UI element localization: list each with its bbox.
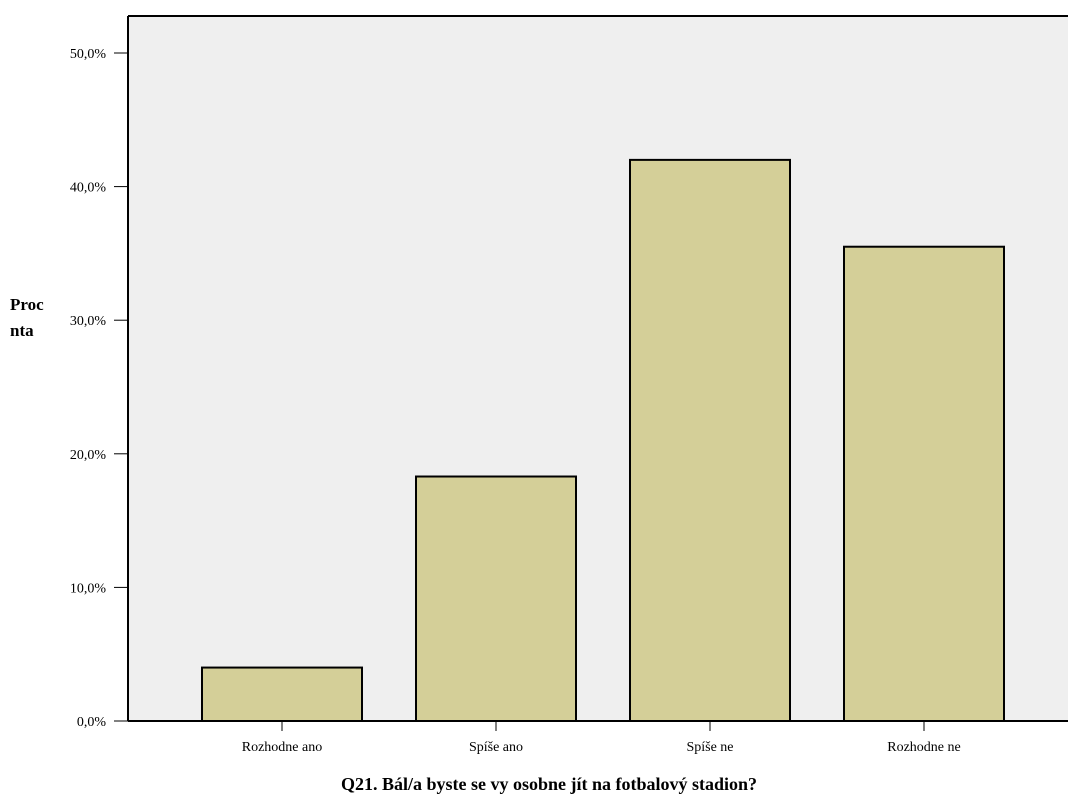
bars-layer [201, 158, 1005, 722]
y-tick-label: 10,0% [70, 581, 107, 596]
x-tick-label: Rozhodne ano [242, 740, 322, 755]
x-tick-label: Spíše ne [686, 740, 733, 755]
x-axis-label: Q21. Bál/a byste se vy osobne jít na fot… [340, 774, 758, 794]
y-axis-label: Procnta [10, 295, 44, 340]
y-tick-label: 20,0% [70, 448, 107, 463]
y-tick-label: 0,0% [77, 715, 107, 730]
bar-4 [843, 245, 1005, 722]
bar-2 [415, 475, 577, 722]
x-tick-label: Spíše ano [469, 740, 523, 755]
bar-1 [201, 666, 363, 722]
y-tick-label: 40,0% [70, 181, 107, 196]
y-tick-label: 30,0% [70, 314, 107, 329]
y-tick-label: 50,0% [70, 47, 107, 62]
x-tick-label: Rozhodne ne [887, 740, 960, 755]
axes-layer: 0,0% 10,0% 20,0% 30,0% 40,0% 50,0% Rozhodne an… [70, 15, 1068, 755]
bar-3 [629, 158, 791, 722]
